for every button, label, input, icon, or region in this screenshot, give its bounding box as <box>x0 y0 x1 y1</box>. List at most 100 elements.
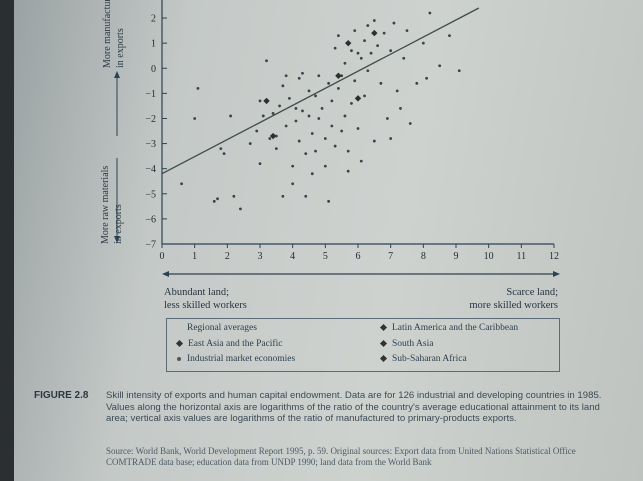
arrow-left-icon <box>162 271 169 277</box>
x-tick-label: 9 <box>454 251 459 262</box>
data-point <box>425 76 428 80</box>
data-point <box>369 51 373 55</box>
data-point <box>343 61 347 65</box>
y-tick-label: −3 <box>145 139 156 150</box>
data-point <box>196 86 200 90</box>
legend-label-subsaharan: Sub-Saharan Africa <box>392 354 467 364</box>
data-point <box>271 112 275 115</box>
data-point <box>291 182 295 186</box>
legend-item-east-asia: East Asia and the Pacific <box>175 339 283 349</box>
data-point <box>212 199 216 203</box>
y-tick-label: −4 <box>145 164 156 175</box>
chart-points <box>180 11 461 211</box>
data-point <box>379 81 383 85</box>
arrow-down-icon <box>114 236 120 243</box>
regional-average-point <box>269 132 277 140</box>
data-point <box>350 102 353 105</box>
x-tick-label: 2 <box>225 251 230 262</box>
data-point <box>216 197 219 201</box>
legend-label-latin-america: Latin America and the Caribbean <box>392 323 519 333</box>
data-point <box>248 142 252 145</box>
y-tick-label: −1 <box>145 89 156 100</box>
data-point <box>307 114 311 118</box>
x-tick-label: 10 <box>484 251 494 262</box>
data-point <box>297 76 301 80</box>
data-point <box>297 139 301 143</box>
data-point <box>317 117 321 120</box>
y-label-bottom-2: in exports <box>113 204 124 244</box>
regional-average-point <box>263 97 270 105</box>
data-point <box>239 207 242 211</box>
data-point <box>350 49 353 53</box>
x-tick-label: 6 <box>356 251 361 262</box>
legend-label-industrial: Industrial market economies <box>187 354 296 364</box>
diamond-marker-icon <box>175 340 184 348</box>
dot-marker-icon <box>177 356 181 361</box>
legend-item-industrial: Industrial market economies <box>177 354 295 364</box>
data-point <box>323 164 327 168</box>
data-point <box>366 24 370 27</box>
data-point <box>281 84 285 88</box>
data-point <box>317 74 321 78</box>
data-point <box>405 29 409 32</box>
x-label-right-line2: more skilled workers <box>469 300 558 311</box>
data-point <box>346 169 350 173</box>
data-point <box>323 137 327 140</box>
data-point <box>386 117 389 120</box>
data-point <box>392 21 396 25</box>
data-point <box>359 159 363 163</box>
data-point <box>232 194 236 198</box>
data-point <box>255 129 259 133</box>
data-point <box>363 39 366 43</box>
data-point <box>353 29 357 32</box>
data-point <box>281 194 285 198</box>
data-point <box>372 19 376 22</box>
data-point <box>258 99 262 103</box>
data-point <box>314 94 317 98</box>
legend-item-subsaharan: Sub-Saharan Africa <box>379 354 467 364</box>
arrow-up-icon <box>114 71 120 78</box>
data-point <box>301 109 304 113</box>
y-label-top-1: More manufactures <box>102 0 113 68</box>
x-label-left-line2: less skilled workers <box>164 300 247 311</box>
legend-title: Regional averages <box>187 323 257 333</box>
trend-line <box>161 7 480 175</box>
data-point <box>438 64 442 68</box>
data-point <box>428 11 432 15</box>
data-point <box>310 172 314 176</box>
data-point <box>327 199 330 203</box>
x-tick-label: 8 <box>421 251 426 262</box>
data-point <box>372 139 376 143</box>
data-point <box>294 119 298 123</box>
figure-number: FIGURE 2.8 <box>34 390 89 401</box>
x-tick-label: 0 <box>160 251 165 262</box>
data-point <box>337 86 340 90</box>
data-point <box>395 89 399 93</box>
data-point <box>337 34 340 38</box>
data-point <box>382 31 386 35</box>
regional-average-point <box>371 29 378 37</box>
data-point <box>340 129 344 133</box>
data-point <box>274 134 278 138</box>
data-point <box>448 34 451 38</box>
chart-legend: Regional averages East Asia and the Paci… <box>166 318 560 372</box>
y-tick-label: 2 <box>151 14 156 25</box>
data-point <box>457 69 461 73</box>
data-point <box>399 107 402 110</box>
x-tick-label: 12 <box>549 251 559 262</box>
data-point <box>274 147 278 150</box>
x-tick-label: 3 <box>258 251 263 262</box>
x-label-right: Scarce land; more skilled workers <box>440 286 558 312</box>
regional-average-point <box>345 39 352 47</box>
data-point <box>389 49 393 53</box>
x-tick-label: 11 <box>517 251 527 262</box>
data-point <box>363 94 366 98</box>
data-point <box>265 59 268 63</box>
data-point <box>330 124 334 128</box>
data-point <box>268 137 272 140</box>
data-point <box>366 69 370 73</box>
data-point <box>229 114 233 118</box>
x-tick-label: 1 <box>192 251 197 262</box>
legend-label-east-asia: East Asia and the Pacific <box>188 339 283 349</box>
caption-text: Skill intensity of exports and human cap… <box>106 390 602 424</box>
